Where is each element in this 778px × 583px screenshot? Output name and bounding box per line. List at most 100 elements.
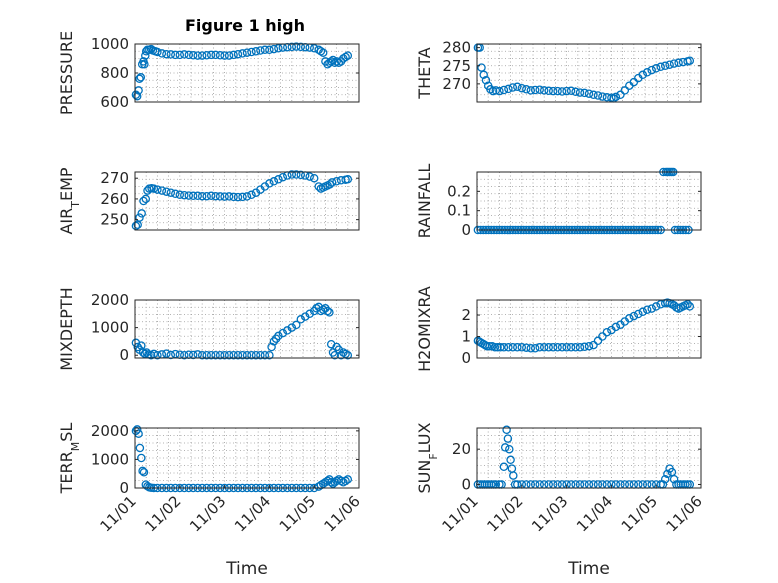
data-point [215, 51, 225, 60]
x-tick-label: 11/03 [186, 492, 229, 535]
data-point [251, 350, 261, 360]
data-point [593, 91, 603, 100]
data-point [535, 85, 544, 94]
x-tick-label: 11/03 [528, 492, 571, 535]
data-point [274, 44, 283, 53]
data-point [504, 343, 513, 352]
y-tick-label: 1000 [91, 450, 129, 468]
data-point [211, 350, 220, 360]
data-point [326, 478, 336, 487]
data-point [495, 86, 504, 96]
data-point [193, 191, 202, 201]
y-tick-label: 2000 [91, 291, 129, 309]
x-axis-label: Time [225, 559, 268, 579]
data-point [535, 343, 544, 352]
data-point [580, 88, 589, 98]
data-point [493, 343, 502, 352]
data-point [197, 191, 207, 201]
data-point [224, 51, 234, 60]
data-point [305, 172, 314, 181]
data-point [332, 342, 341, 352]
data-point [330, 350, 340, 360]
data-point [517, 343, 527, 352]
axes-box [134, 427, 360, 489]
data-point [611, 322, 621, 332]
data-point [138, 466, 147, 476]
data-point [224, 192, 234, 201]
y-tick-label: 0 [119, 346, 129, 364]
data-point [269, 44, 279, 54]
data-point [584, 89, 594, 98]
data-point [548, 86, 558, 96]
data-point [513, 343, 522, 352]
data-point [149, 184, 159, 193]
data-point [260, 350, 270, 360]
data-point [481, 76, 491, 85]
data-point [485, 341, 494, 351]
data-point [220, 51, 229, 60]
y-tick-label: 1000 [91, 319, 129, 337]
data-point [309, 44, 319, 53]
data-point [504, 84, 513, 94]
y-tick-label: 800 [100, 64, 129, 82]
y-axis-label: MIXDEPTH [57, 287, 76, 370]
data-point [153, 47, 162, 57]
data-point [490, 343, 500, 352]
y-tick-label: 250 [100, 211, 129, 229]
data-point [139, 468, 149, 477]
axes-box [476, 43, 702, 103]
data-point [629, 311, 639, 321]
data-point [508, 343, 518, 352]
data-point [131, 221, 141, 231]
data-point [589, 90, 598, 100]
data-point [292, 170, 301, 179]
data-point [220, 192, 229, 201]
data-point [620, 86, 630, 95]
data-point [139, 196, 148, 206]
data-point [184, 191, 194, 200]
data-point [233, 192, 243, 202]
data-point [305, 309, 314, 319]
data-point [571, 87, 580, 97]
data-point [166, 50, 176, 59]
x-tick-label: 11/05 [618, 492, 661, 535]
data-point [513, 82, 522, 92]
y-tick-label: 20 [452, 440, 471, 458]
y-tick-label: 270 [442, 75, 471, 93]
data-point [229, 50, 238, 60]
data-point [656, 62, 665, 72]
data-point [499, 343, 509, 352]
data-point [157, 49, 167, 58]
data-point [499, 85, 509, 95]
x-tick-label: 11/02 [141, 492, 184, 535]
data-point [503, 434, 513, 443]
data-point [309, 173, 319, 183]
data-point [131, 426, 141, 436]
y-axis-label: THETA [415, 47, 434, 99]
data-point [180, 50, 189, 59]
figure-title: Figure 1 high [185, 16, 305, 35]
data-point [283, 326, 292, 335]
data-point [638, 307, 648, 317]
data-point [557, 343, 567, 352]
data-point [530, 344, 540, 353]
data-point [325, 308, 334, 317]
data-point [660, 61, 670, 71]
data-point [575, 88, 585, 97]
data-point [171, 50, 180, 60]
data-point [482, 341, 492, 351]
data-point [296, 315, 306, 324]
data-point [265, 179, 274, 188]
data-point [548, 343, 558, 352]
axes-box [476, 427, 702, 489]
x-tick-label: 11/06 [663, 492, 706, 535]
data-point [479, 70, 488, 80]
data-point [278, 328, 288, 338]
data-point [188, 191, 198, 201]
y-tick-label: 1 [461, 328, 471, 346]
data-point [247, 47, 256, 57]
y-tick-label: 0 [461, 475, 471, 493]
data-point [269, 337, 279, 346]
data-point [238, 350, 247, 360]
y-axis-label: H2OMIXRA [415, 286, 434, 372]
